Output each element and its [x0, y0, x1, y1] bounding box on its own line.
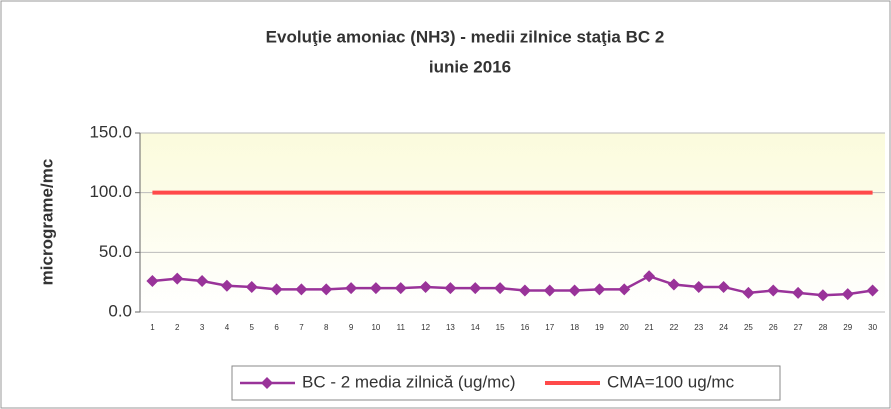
marker: [469, 282, 482, 295]
x-tick-label: 16: [520, 323, 529, 332]
x-tick-label: 3: [200, 323, 205, 332]
y-tick-label: 50.0: [99, 242, 132, 261]
x-tick-label: 25: [744, 323, 753, 332]
x-tick-label: 14: [471, 323, 480, 332]
x-tick-label: 4: [225, 323, 230, 332]
y-tick-label: 0.0: [108, 301, 132, 320]
marker: [494, 282, 507, 295]
plot-area: [140, 133, 885, 312]
x-tick-label: 13: [446, 323, 455, 332]
y-tick-label: 100.0: [89, 182, 132, 201]
x-tick-label: 26: [769, 323, 778, 332]
legend-marker: [261, 377, 273, 389]
marker: [568, 284, 581, 297]
x-tick-label: 11: [397, 323, 406, 332]
marker: [295, 283, 308, 296]
marker: [717, 280, 730, 293]
marker: [792, 286, 805, 299]
x-tick-label: 22: [669, 323, 678, 332]
marker: [742, 286, 755, 299]
marker: [220, 279, 233, 292]
marker: [767, 284, 780, 297]
x-tick-label: 10: [371, 323, 380, 332]
x-tick-label: 15: [496, 323, 505, 332]
marker: [543, 284, 556, 297]
x-tick-label: 17: [545, 323, 554, 332]
x-tick-label: 8: [324, 323, 329, 332]
x-tick-label: 20: [620, 323, 629, 332]
marker: [146, 274, 159, 287]
marker: [643, 270, 656, 283]
marker: [618, 283, 631, 296]
x-tick-label: 5: [250, 323, 255, 332]
x-tick-label: 1: [150, 323, 155, 332]
marker: [196, 274, 209, 287]
x-tick-label: 2: [175, 323, 180, 332]
marker: [171, 272, 184, 285]
marker: [518, 284, 531, 297]
x-tick-label: 21: [645, 323, 654, 332]
marker: [369, 282, 382, 295]
marker: [816, 289, 829, 302]
marker: [667, 278, 680, 291]
marker: [692, 280, 705, 293]
y-axis-label: micrograme/mc: [37, 159, 56, 286]
x-tick-label: 29: [843, 323, 852, 332]
marker: [320, 283, 333, 296]
marker: [270, 283, 283, 296]
x-tick-label: 27: [794, 323, 803, 332]
marker: [593, 283, 606, 296]
x-tick-label: 12: [421, 323, 430, 332]
marker: [245, 280, 258, 293]
legend-label: CMA=100 ug/mc: [607, 372, 735, 391]
legend-label: BC - 2 media zilnică (ug/mc): [302, 372, 516, 391]
marker: [345, 282, 358, 295]
marker: [866, 284, 879, 297]
marker: [841, 288, 854, 301]
y-tick-label: 150.0: [89, 122, 132, 141]
x-tick-label: 6: [274, 323, 279, 332]
x-tick-label: 9: [349, 323, 354, 332]
x-tick-label: 18: [570, 323, 579, 332]
marker: [419, 280, 432, 293]
marker: [444, 282, 457, 295]
chart-title: Evoluţie amoniac (NH3) - medii zilnice s…: [266, 27, 665, 46]
marker: [394, 282, 407, 295]
x-tick-label: 24: [719, 323, 728, 332]
x-tick-label: 7: [299, 323, 304, 332]
x-tick-label: 23: [694, 323, 703, 332]
x-tick-label: 28: [818, 323, 827, 332]
x-tick-label: 19: [595, 323, 604, 332]
chart-subtitle: iunie 2016: [429, 57, 511, 76]
x-tick-label: 30: [868, 323, 877, 332]
legend-box: [231, 365, 781, 401]
